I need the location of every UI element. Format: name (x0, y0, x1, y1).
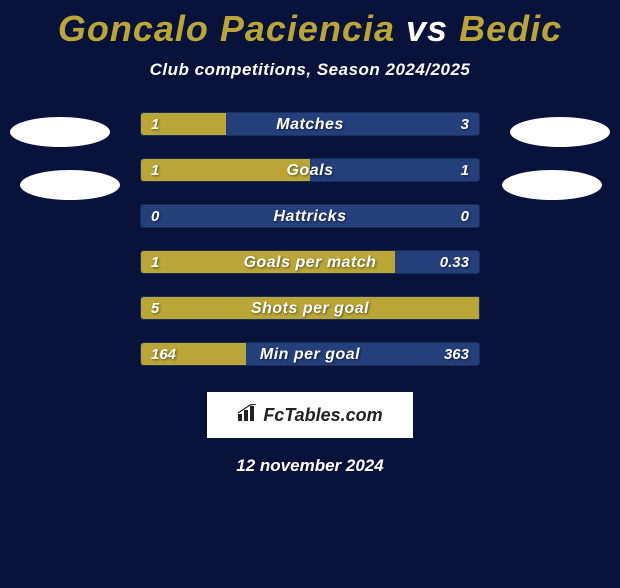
logo-content: FcTables.com (237, 404, 382, 427)
decorative-ellipse (502, 170, 602, 200)
stat-bars-container: 1 Matches 3 1 Goals 1 0 Hattricks 0 1 Go… (140, 112, 480, 388)
bar-chart-icon (237, 404, 259, 427)
fctables-logo: FcTables.com (207, 392, 413, 438)
stat-bar: 0 Hattricks 0 (140, 204, 480, 228)
comparison-title: Goncalo Paciencia vs Bedic (0, 8, 620, 50)
chart-area: 1 Matches 3 1 Goals 1 0 Hattricks 0 1 Go… (0, 102, 620, 372)
player1-name: Goncalo Paciencia (58, 8, 395, 49)
decorative-ellipse (10, 117, 110, 147)
stat-label: Matches (141, 113, 479, 135)
vs-text: vs (406, 8, 448, 49)
date-text: 12 november 2024 (0, 456, 620, 476)
stat-label: Goals per match (141, 251, 479, 273)
stat-label: Hattricks (141, 205, 479, 227)
decorative-ellipse (20, 170, 120, 200)
stat-value-right: 0 (461, 205, 469, 227)
player2-name: Bedic (459, 8, 562, 49)
stat-bar: 1 Goals per match 0.33 (140, 250, 480, 274)
stat-label: Shots per goal (141, 297, 479, 319)
stat-bar: 164 Min per goal 363 (140, 342, 480, 366)
stat-label: Goals (141, 159, 479, 181)
stat-bar: 5 Shots per goal (140, 296, 480, 320)
stat-bar: 1 Goals 1 (140, 158, 480, 182)
stat-value-right: 1 (461, 159, 469, 181)
stat-value-right: 3 (461, 113, 469, 135)
stat-bar: 1 Matches 3 (140, 112, 480, 136)
logo-text: FcTables.com (263, 405, 382, 426)
stat-value-right: 363 (444, 343, 469, 365)
stat-value-right: 0.33 (440, 251, 469, 273)
subtitle: Club competitions, Season 2024/2025 (0, 60, 620, 80)
stat-label: Min per goal (141, 343, 479, 365)
decorative-ellipse (510, 117, 610, 147)
